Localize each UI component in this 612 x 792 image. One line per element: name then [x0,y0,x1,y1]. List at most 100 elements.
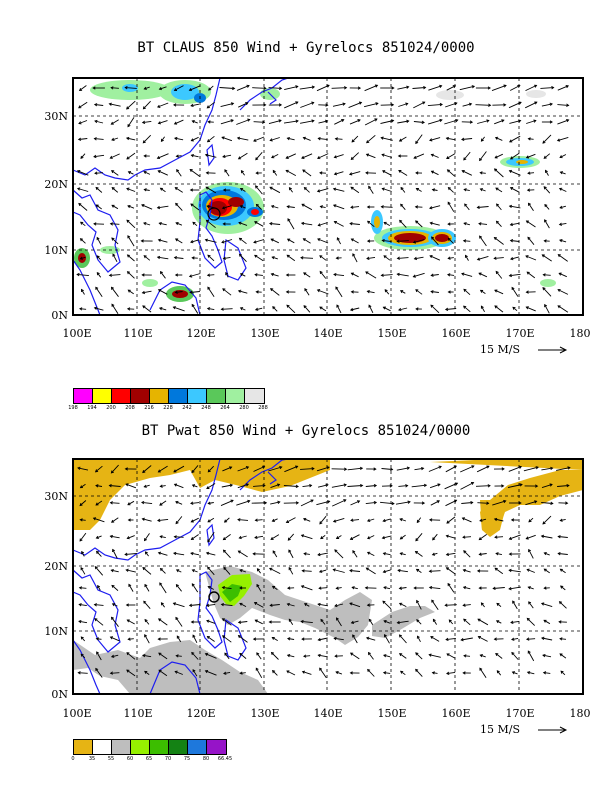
wind-vector-head [140,239,144,243]
wind-vector [396,467,410,471]
wind-vector [559,205,567,209]
wind-vector [317,153,329,159]
wind-vector-head [559,518,563,522]
wind-vector [94,566,104,576]
wind-vector [190,203,200,211]
wind-vector [431,599,439,611]
wind-vector [175,222,183,226]
wind-vector-head [381,535,386,540]
wind-vector-head [380,273,384,277]
colorbar-swatch [169,740,188,754]
colorbar-tick-label: 75 [183,756,191,762]
wind-vector-head [446,520,450,524]
wind-vector-head [325,483,329,487]
wind-vector [79,500,87,506]
wind-vector-head [559,568,563,572]
wind-vector-head [300,256,304,260]
wind-vector [381,137,393,141]
wind-vector-head [125,603,129,607]
wind-vector [144,189,150,191]
wind-vector [207,566,215,576]
wind-vector [351,238,359,244]
wind-vector-head [286,205,290,209]
wind-vector-head [96,550,100,554]
top-xlabel-160e: 160E [441,327,471,340]
wind-vector-head [143,221,147,226]
wind-vector-head [269,186,273,190]
wind-vector-head [95,535,99,539]
wind-vector-head [494,136,499,140]
wind-vector-head [317,637,321,642]
wind-vector [126,188,136,192]
wind-vector [173,306,185,312]
wind-vector-head [80,653,84,657]
wind-vector-head [263,103,267,107]
wind-vector-head [268,620,272,624]
wind-vector [287,638,295,640]
wind-vector [286,670,296,676]
wind-vector-head [368,304,372,308]
wind-vector [79,603,87,607]
wind-vector-head [430,153,434,157]
wind-vector [142,305,152,313]
wind-vector [142,134,152,144]
wind-vector-head [334,654,338,658]
wind-vector [496,220,502,228]
wind-vector [397,120,409,124]
wind-vector-head [302,136,306,140]
wind-vector [447,274,455,276]
wind-vector [496,620,502,624]
wind-vector-head [207,585,211,589]
wind-vector-head [237,550,241,554]
wind-vector-head [335,670,339,675]
wind-vector-head [494,535,498,539]
wind-vector-head [416,635,420,639]
wind-vector-head [366,205,370,209]
wind-vector [240,307,246,311]
wind-vector [80,636,86,642]
wind-vector [96,255,102,261]
wind-vector [160,568,166,574]
wind-vector-head [295,484,299,489]
wind-vector [335,138,343,140]
wind-vector-head [239,205,243,209]
wind-vector [527,569,535,573]
top-ylabel-20n: 20N [44,178,68,191]
wind-vector [111,617,119,627]
wind-vector-head [112,253,116,257]
wind-vector [144,484,150,488]
wind-vector-head [428,569,432,573]
wind-vector [127,235,135,247]
wind-vector-head [544,203,548,208]
wind-vector-head [518,101,522,105]
wind-vector-head [429,221,433,225]
bottom-xlabel-130e: 130E [250,707,280,720]
wind-vector [111,137,119,141]
wind-vector-head [444,307,449,312]
wind-vector [176,584,182,592]
wind-vector [221,603,233,607]
wind-vector [447,583,455,593]
wind-vector-head [237,289,242,293]
wind-vector-head [383,255,387,259]
wind-vector-head [398,634,402,638]
wind-vector-head [111,137,115,141]
wind-vector-head [160,138,164,143]
wind-vector-head [528,202,531,206]
wind-vector-head [111,237,115,241]
wind-vector-head [96,651,100,655]
top-ylabel-30n: 30N [44,110,68,123]
wind-vector-head [295,501,300,505]
wind-vector-head [262,484,266,488]
wind-vector-head [157,618,162,622]
wind-vector [541,483,553,489]
wind-vector [350,534,360,540]
wind-vector-head [335,586,339,590]
wind-vector-head [559,637,563,641]
wind-vector [272,586,278,590]
wind-vector [429,255,441,261]
wind-vector-head [444,603,448,607]
wind-vector-head [285,520,290,523]
wind-vector-head [271,636,275,640]
wind-vector-head [335,256,339,260]
